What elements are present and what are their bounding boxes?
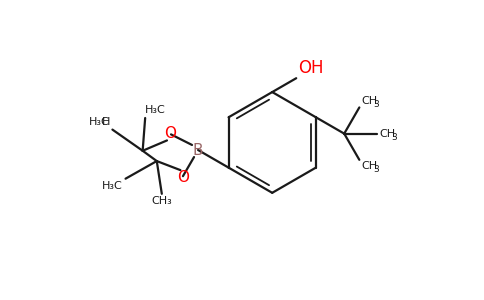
Text: 3: 3 (391, 133, 396, 142)
Text: H₃C: H₃C (102, 181, 123, 191)
Text: 3: 3 (373, 165, 379, 174)
Text: H: H (102, 117, 110, 127)
Text: H₃C: H₃C (89, 117, 110, 127)
Text: B: B (193, 142, 203, 158)
Text: 3: 3 (373, 100, 379, 109)
Text: CH: CH (362, 96, 378, 106)
Text: O: O (177, 170, 189, 185)
Text: CH: CH (362, 161, 378, 171)
Text: OH: OH (298, 59, 323, 77)
Text: CH: CH (379, 129, 395, 139)
Text: H₃C: H₃C (145, 106, 166, 116)
Text: O: O (164, 126, 176, 141)
Text: CH₃: CH₃ (151, 196, 172, 206)
